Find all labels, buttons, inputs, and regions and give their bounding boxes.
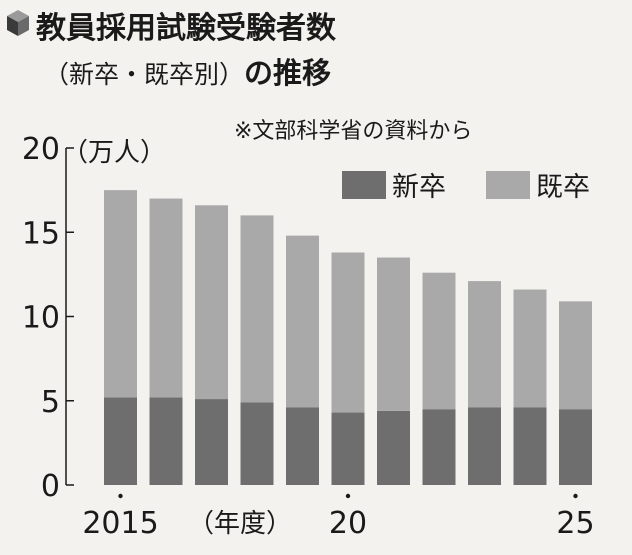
bars — [104, 190, 592, 485]
bar-prior-grad — [195, 205, 228, 400]
x-tick-label: 2015 — [82, 506, 158, 541]
legend: 新卒 既卒 — [342, 171, 590, 203]
y-unit-label: （万人） — [62, 138, 166, 168]
bar-new-grad — [240, 402, 274, 485]
x-tick-mark — [345, 493, 351, 499]
y-tick-label: 10 — [22, 301, 60, 336]
bar-prior-grad — [240, 215, 274, 403]
bar-prior-grad — [513, 289, 547, 408]
bar-prior-grad — [468, 281, 501, 408]
bar-prior-grad — [104, 190, 137, 398]
legend-label-prior: 既卒 — [536, 172, 590, 203]
bar-new-grad — [331, 412, 365, 485]
bar-new-grad — [377, 410, 410, 485]
source-note: ※文部科学省の資料から — [234, 119, 472, 144]
legend-label-new: 新卒 — [392, 172, 446, 203]
bar-new-grad — [422, 409, 456, 485]
bar-new-grad — [286, 407, 319, 485]
subtitle-paren: （新卒・既卒別） — [44, 60, 244, 89]
x-tick-mark — [118, 493, 123, 499]
bar-prior-grad — [331, 252, 365, 413]
x-axis: 2015 20 25 — [82, 493, 595, 541]
y-tick-label: 0 — [41, 469, 60, 504]
bar-new-grad — [513, 407, 547, 485]
title-block: 教員採用試験受験者数 （新卒・既卒別）の推移 ※文部科学省の資料から — [7, 10, 472, 144]
x-tick-mark — [573, 493, 578, 499]
x-tick-label: 20 — [329, 506, 367, 541]
cube-icon — [7, 10, 29, 36]
y-axis: 0 5 10 15 20 — [22, 132, 74, 504]
legend-swatch-prior — [486, 171, 530, 199]
x-unit-label: （年度） — [188, 509, 292, 539]
bar-new-grad — [149, 397, 183, 485]
bar-prior-grad — [286, 235, 319, 408]
bar-prior-grad — [559, 301, 592, 410]
bar-prior-grad — [422, 272, 456, 410]
y-tick-label: 15 — [22, 216, 60, 251]
chart-title: 教員採用試験受験者数 — [36, 11, 337, 46]
subtitle-suffix: の推移 — [244, 56, 331, 90]
bar-new-grad — [104, 397, 137, 485]
bar-new-grad — [559, 409, 592, 485]
bar-new-grad — [468, 407, 501, 485]
y-tick-label: 5 — [41, 385, 60, 420]
x-tick-label: 25 — [556, 506, 594, 541]
y-tick-label: 20 — [22, 132, 60, 167]
bar-prior-grad — [149, 198, 183, 398]
bar-prior-grad — [377, 257, 410, 411]
chart-subtitle: （新卒・既卒別）の推移 — [44, 56, 331, 90]
bar-new-grad — [195, 399, 228, 485]
legend-swatch-new — [342, 171, 386, 199]
